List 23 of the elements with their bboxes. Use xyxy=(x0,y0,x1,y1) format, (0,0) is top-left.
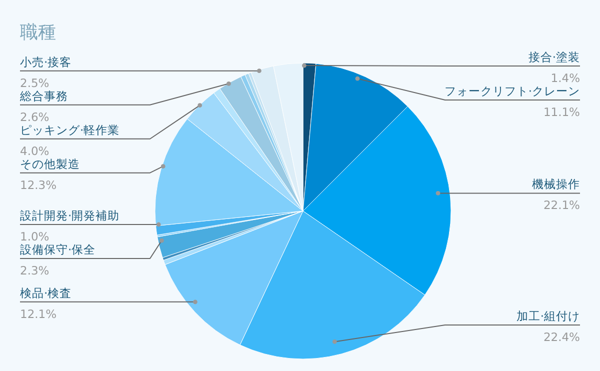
slice-label: 加工·組付け xyxy=(516,309,580,323)
slice-label: ピッキング·軽作業 xyxy=(20,122,120,137)
data-label: 22.1% xyxy=(543,198,580,212)
data-label: 2.6% xyxy=(20,110,50,124)
slice-label: フォークリフト·クレーン xyxy=(444,84,580,98)
chart-title: 職種 xyxy=(20,21,56,44)
data-label: 22.4% xyxy=(543,330,580,344)
slice-label: 機械操作 xyxy=(532,177,580,192)
slice-label: 検品·検査 xyxy=(20,286,72,300)
data-label: 12.3% xyxy=(20,178,57,192)
slice-label: 設計開発·開発補助 xyxy=(20,208,120,222)
slice-label: その他製造 xyxy=(20,156,80,171)
slice-label: 総合事務 xyxy=(19,88,68,103)
data-label: 11.1% xyxy=(543,105,580,119)
data-label: 2.5% xyxy=(20,76,50,90)
slice-label: 接合·塗装 xyxy=(528,50,580,64)
data-label: 1.4% xyxy=(550,71,580,85)
data-label: 4.0% xyxy=(20,144,50,158)
slice-label: 小売·接客 xyxy=(20,54,72,69)
slice-label: 設備保守·保全 xyxy=(20,242,96,256)
data-label: 2.3% xyxy=(20,264,50,278)
data-label: 12.1% xyxy=(20,306,57,321)
data-label: 1.0% xyxy=(20,230,50,244)
